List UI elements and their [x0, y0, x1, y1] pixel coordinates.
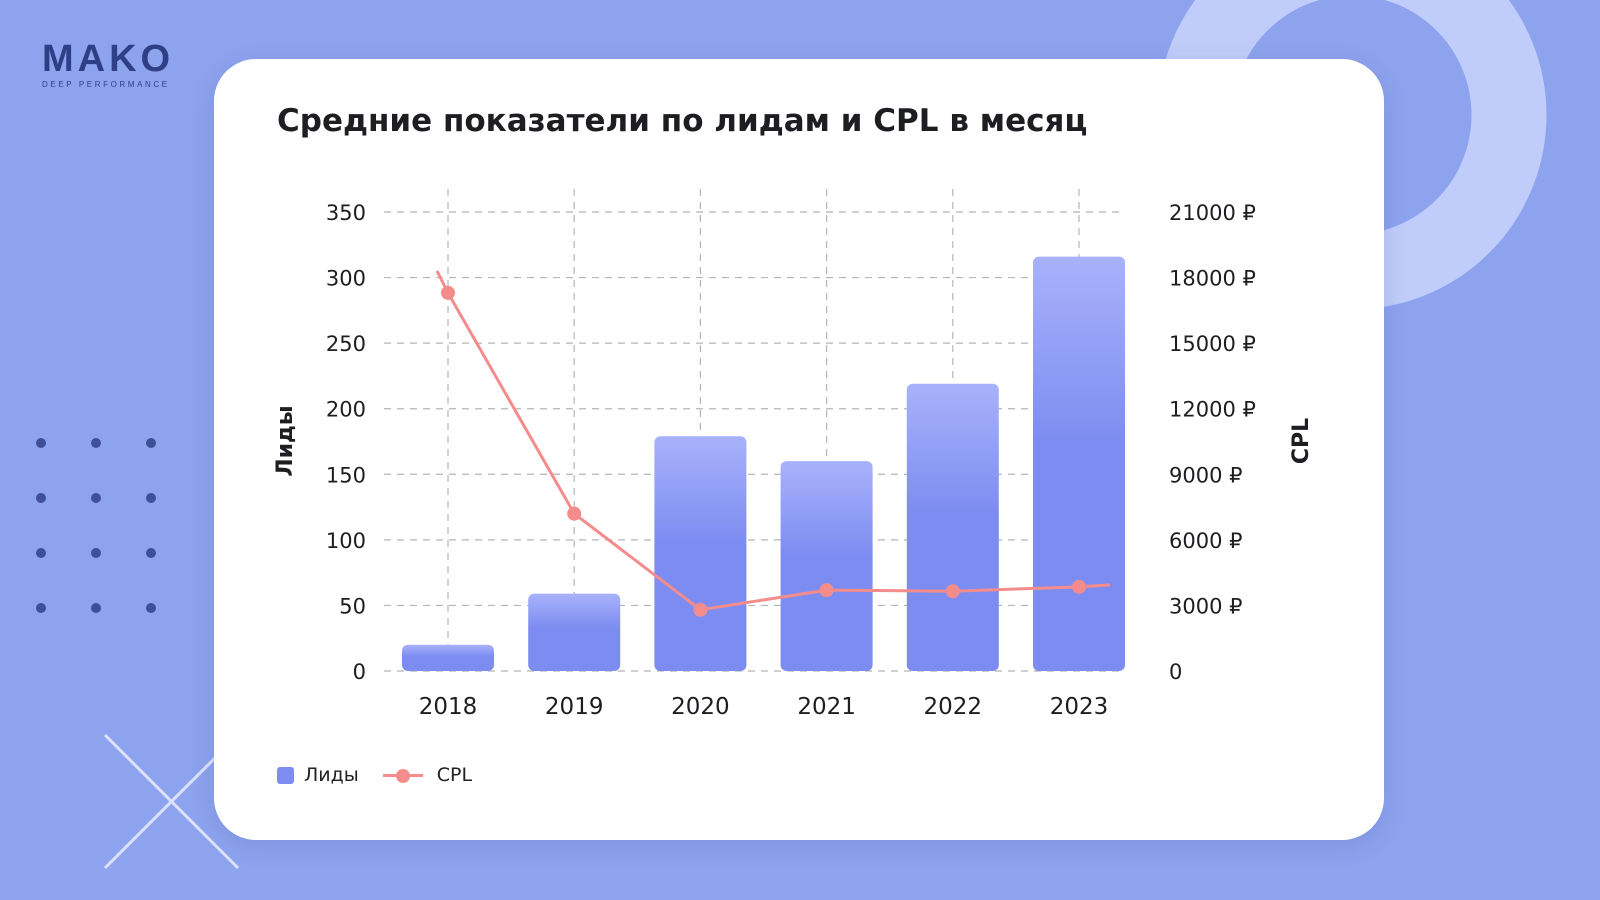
y-left-tick-label: 350	[326, 201, 366, 225]
x-tick-label-2022: 2022	[924, 694, 983, 720]
y-left-tick-label: 50	[339, 594, 366, 618]
bar-leads-2022	[906, 383, 999, 671]
y-left-tick-label: 250	[326, 332, 366, 356]
x-tick-label-2021: 2021	[797, 694, 856, 720]
brand-tagline: DEEP PERFORMANCE	[42, 80, 170, 89]
x-tick-label-2023: 2023	[1050, 694, 1109, 720]
point-cpl-2021	[819, 583, 834, 598]
legend-line-marker	[382, 767, 423, 784]
y-left-tick-label: 100	[326, 529, 366, 553]
decorative-dot-grid	[36, 438, 156, 613]
brand-logo: MAKO DEEP PERFORMANCE	[42, 40, 174, 89]
legend-item-cpl: CPL	[382, 764, 473, 786]
x-tick-label-2018: 2018	[419, 694, 478, 720]
y-right-axis-label: CPL	[1289, 418, 1314, 464]
point-cpl-2018	[441, 285, 455, 300]
y-right-tick-label: 0	[1169, 660, 1182, 684]
y-left-tick-label: 300	[326, 267, 366, 291]
brand-name: MAKO	[42, 38, 175, 80]
y-right-tick-label: 15000 ₽	[1169, 332, 1256, 356]
point-cpl-2020	[693, 602, 708, 617]
legend-bar-swatch	[277, 766, 294, 784]
chart-legend: Лиды CPL	[277, 764, 496, 786]
combo-chart: 0 50 100 150 200 250 300 350 0 3000 ₽ 6000 ₽ 9000 ₽…	[273, 189, 1314, 720]
y-right-tick-label: 6000 ₽	[1169, 529, 1242, 553]
y-right-tick-label: 12000 ₽	[1169, 398, 1256, 422]
point-cpl-2019	[567, 506, 582, 521]
y-right-tick-label: 21000 ₽	[1169, 201, 1256, 225]
bar-leads-2021	[780, 461, 873, 671]
legend-label-leads: Лиды	[304, 764, 359, 786]
bar-leads-2020	[654, 436, 747, 671]
bar-leads-2019	[528, 593, 621, 671]
point-cpl-2022	[945, 584, 960, 599]
y-right-tick-label: 3000 ₽	[1169, 594, 1242, 618]
series-line-cpl	[435, 270, 1111, 612]
chart-card: Средние показатели по лидам и CPL в меся…	[214, 59, 1384, 840]
legend-item-leads: Лиды	[277, 764, 359, 786]
y-left-tick-label: 200	[326, 398, 366, 422]
chart-title: Средние показатели по лидам и CPL в меся…	[277, 103, 1088, 139]
x-tick-label-2019: 2019	[545, 694, 604, 720]
y-left-axis-label: Лиды	[273, 405, 298, 476]
y-right-tick-label: 9000 ₽	[1169, 463, 1242, 487]
bar-leads-2023	[1033, 256, 1125, 671]
legend-label-cpl: CPL	[436, 764, 473, 786]
point-cpl-2023	[1072, 579, 1086, 594]
x-tick-label-2020: 2020	[671, 694, 730, 720]
y-left-tick-label: 150	[326, 463, 366, 487]
y-right-tick-label: 18000 ₽	[1169, 267, 1256, 291]
y-left-tick-label: 0	[353, 660, 366, 684]
bar-leads-2018	[402, 644, 494, 671]
